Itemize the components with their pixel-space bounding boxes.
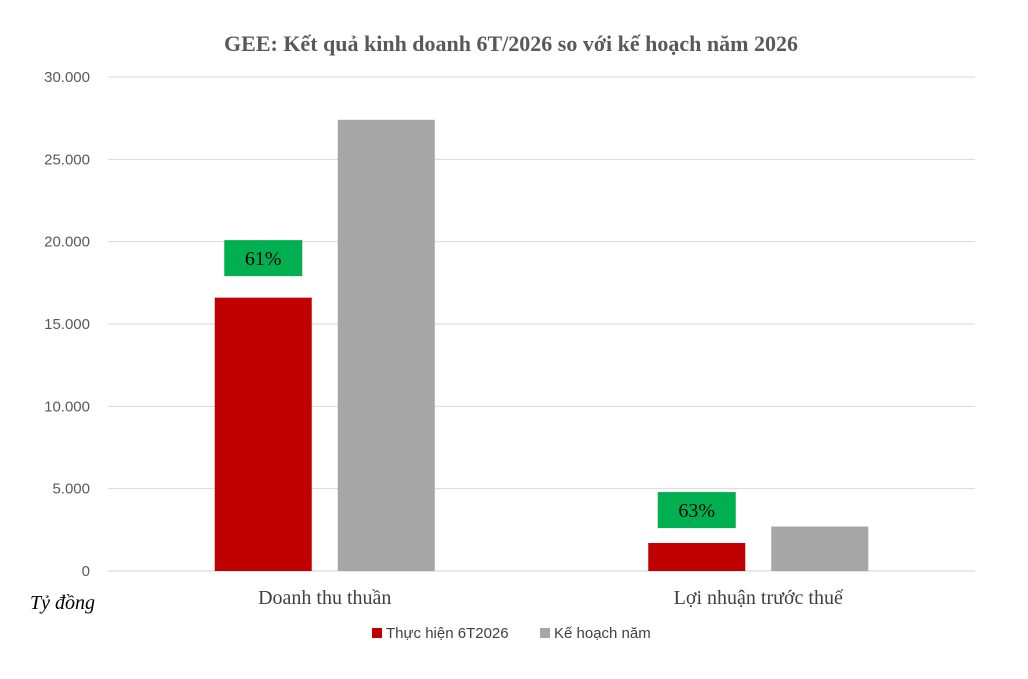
y-tick-label: 30.000: [44, 69, 90, 86]
annotations: 61% 63%: [224, 240, 736, 529]
bar-actual-1: [648, 543, 746, 571]
y-axis-ticks: 0 5.000 10.000 15.000 20.000 25.000 30.000: [44, 69, 90, 580]
legend-swatch: [372, 628, 382, 638]
annotation-label: 61%: [245, 248, 282, 270]
y-tick-label: 5.000: [52, 481, 90, 498]
bars: [214, 119, 869, 572]
annotation-box: [657, 492, 736, 529]
legend-label: Kế hoạch năm: [554, 625, 651, 642]
y-unit-label: Tỷ đồng: [30, 592, 95, 614]
chart-title: GEE: Kết quả kinh doanh 6T/2026 so với k…: [224, 31, 798, 56]
bar-actual-0: [214, 297, 312, 571]
y-tick-label: 15.000: [44, 316, 90, 333]
y-tick-label: 0: [82, 563, 90, 580]
annotation-box: [224, 240, 303, 277]
legend-label: Thực hiện 6T2026: [386, 625, 509, 642]
x-category-label: Doanh thu thuần: [258, 587, 391, 609]
x-category-label: Lợi nhuận trước thuế: [674, 587, 844, 609]
y-tick-label: 25.000: [44, 151, 90, 168]
legend: Thực hiện 6T2026 Kế hoạch năm: [372, 625, 651, 642]
annotation-label: 63%: [678, 500, 715, 522]
x-axis-categories: Doanh thu thuần Lợi nhuận trước thuế: [258, 587, 844, 609]
y-tick-label: 10.000: [44, 398, 90, 415]
bar-plan-1: [771, 526, 869, 571]
y-tick-label: 20.000: [44, 234, 90, 251]
bar-plan-0: [337, 119, 435, 572]
legend-swatch: [540, 628, 550, 638]
